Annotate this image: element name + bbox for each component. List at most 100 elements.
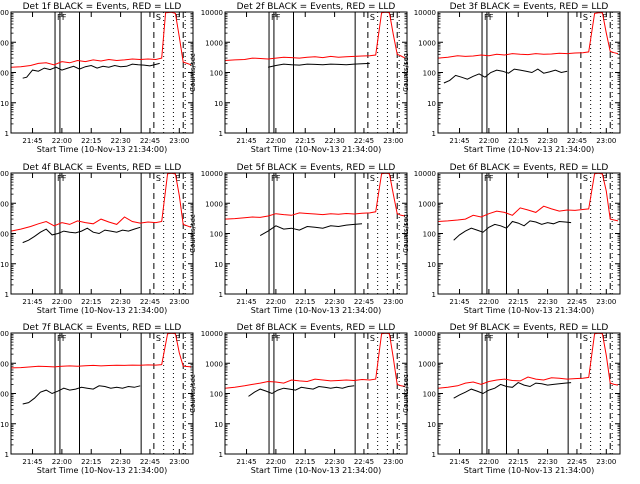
- y-tick-label: 100: [210, 391, 223, 399]
- y-tick-label: 10000: [0, 170, 9, 178]
- plot-frame: [437, 332, 621, 455]
- x-tick-label: 22:30: [110, 137, 130, 145]
- x-tick-label: 21:45: [449, 298, 469, 306]
- y-tick-label: 10000: [201, 170, 223, 178]
- chart-title: Det 4f BLACK = Events, RED = LLD: [23, 163, 182, 173]
- plot-frame: [437, 172, 621, 295]
- y-tick-label: 1: [219, 130, 223, 138]
- y-tick-label: 100: [0, 70, 9, 78]
- chart-title: Det 1f BLACK = Events, RED = LLD: [23, 2, 182, 12]
- chart-title: Det 8f BLACK = Events, RED = LLD: [237, 323, 396, 333]
- series-events-line: [22, 226, 141, 244]
- chart-panel-3: Det 3f BLACK = Events, RED = LLD 1 10 100 10…: [402, 2, 621, 154]
- chart-panel-7: Det 7f BLACK = Events, RED = LLD 1 10 100 10…: [0, 323, 194, 475]
- marker-label: S: [156, 13, 161, 22]
- x-tick-label: 23:00: [596, 137, 616, 145]
- x-tick-label: 22:15: [295, 298, 315, 306]
- y-tick-label: 1000: [205, 200, 223, 208]
- chart-panel-8: Det 8f BLACK = Events, RED = LLD 1 10 100 10…: [189, 323, 408, 475]
- y-tick-label: 1000: [205, 39, 223, 47]
- marker-label: E: [175, 334, 180, 343]
- x-tick-label: 22:30: [324, 298, 344, 306]
- marker-label: E: [602, 174, 607, 183]
- series-lld-line: [224, 11, 406, 61]
- y-tick-label: 10: [427, 100, 436, 108]
- x-tick-label: 22:30: [537, 137, 557, 145]
- marker-label: F: [484, 13, 489, 22]
- marker-label: S: [583, 13, 588, 22]
- y-tick-label: 1000: [0, 360, 9, 368]
- x-tick-label: 22:15: [508, 137, 528, 145]
- y-tick-label: 10: [0, 100, 9, 108]
- marker-label: F: [484, 174, 489, 183]
- marker-label: F: [271, 13, 276, 22]
- marker-label: E: [175, 174, 180, 183]
- x-tick-label: 22:00: [479, 298, 499, 306]
- x-tick-label: 22:45: [567, 458, 587, 466]
- plot-frame: [10, 332, 194, 455]
- marker-label: S: [370, 174, 375, 183]
- x-tick-label: 21:45: [22, 137, 42, 145]
- series-events-line: [453, 220, 572, 241]
- x-axis-label: Start Time (10-Nov-13 21:34:00): [464, 466, 594, 475]
- series-lld-line: [224, 332, 406, 389]
- series-events-line: [22, 62, 160, 79]
- y-tick-label: 1000: [418, 39, 436, 47]
- x-tick-label: 22:30: [110, 458, 130, 466]
- x-tick-label: 22:00: [479, 137, 499, 145]
- chart-panel-6: Det 6f BLACK = Events, RED = LLD 1 10 100 10…: [402, 163, 621, 315]
- x-tick-label: 22:00: [52, 298, 72, 306]
- x-tick-label: 22:45: [140, 298, 160, 306]
- y-axis-label: Counts/sec: [402, 53, 410, 92]
- x-tick-label: 21:45: [236, 458, 256, 466]
- marker-label: E: [389, 13, 394, 22]
- marker-label: F: [271, 334, 276, 343]
- x-tick-label: 22:00: [266, 298, 286, 306]
- x-axis-label: Start Time (10-Nov-13 21:34:00): [37, 466, 167, 475]
- x-axis-label: Start Time (10-Nov-13 21:34:00): [37, 306, 167, 315]
- x-tick-label: 22:00: [479, 458, 499, 466]
- y-tick-label: 1000: [418, 360, 436, 368]
- y-tick-label: 1: [5, 291, 9, 299]
- chart-panel-9: Det 9f BLACK = Events, RED = LLD 1 10 100 10…: [402, 323, 621, 475]
- x-tick-label: 22:00: [266, 458, 286, 466]
- marker-label: S: [583, 334, 588, 343]
- marker-label: S: [370, 334, 375, 343]
- plot-frame: [10, 172, 194, 295]
- y-tick-label: 100: [423, 231, 436, 239]
- chart-panel-2: Det 2f BLACK = Events, RED = LLD 1 10 100 10…: [189, 2, 408, 154]
- x-tick-label: 22:45: [140, 458, 160, 466]
- x-tick-label: 23:00: [383, 458, 403, 466]
- x-tick-label: 22:45: [567, 137, 587, 145]
- x-tick-label: 21:45: [236, 298, 256, 306]
- chart-panel-5: Det 5f BLACK = Events, RED = LLD 1 10 100 10…: [189, 163, 408, 315]
- x-tick-label: 22:45: [354, 137, 374, 145]
- y-tick-label: 100: [0, 231, 9, 239]
- x-tick-label: 23:00: [383, 298, 403, 306]
- marker-label: E: [602, 334, 607, 343]
- series-lld-line: [10, 332, 192, 369]
- y-tick-label: 1000: [0, 200, 9, 208]
- x-tick-label: 21:45: [449, 458, 469, 466]
- y-tick-label: 10000: [0, 9, 9, 17]
- x-tick-label: 22:15: [81, 137, 101, 145]
- series-lld-line: [10, 11, 192, 68]
- plot-frame: [437, 11, 621, 134]
- chart-title: Det 2f BLACK = Events, RED = LLD: [237, 2, 396, 12]
- x-tick-label: 22:00: [52, 137, 72, 145]
- marker-label: F: [489, 174, 494, 183]
- x-tick-label: 22:00: [266, 137, 286, 145]
- y-tick-label: 10000: [0, 330, 9, 338]
- x-axis-label: Start Time (10-Nov-13 21:34:00): [251, 145, 381, 154]
- x-tick-label: 21:45: [22, 458, 42, 466]
- series-lld-line: [224, 172, 406, 220]
- marker-label: F: [489, 13, 494, 22]
- y-tick-label: 1000: [0, 39, 9, 47]
- series-events-line: [22, 385, 141, 405]
- y-tick-label: 10000: [201, 330, 223, 338]
- series-lld-line: [437, 12, 619, 59]
- x-tick-label: 23:00: [383, 137, 403, 145]
- y-axis-label: Counts/sec: [402, 374, 410, 413]
